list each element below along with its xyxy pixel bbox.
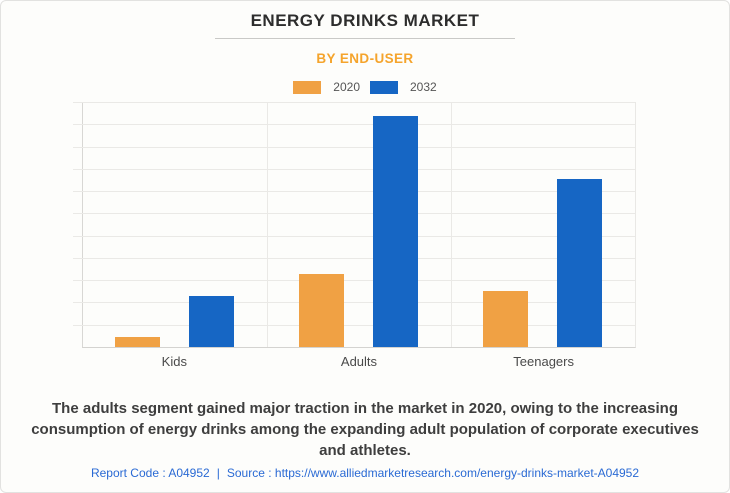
bar-group-adults xyxy=(267,102,451,347)
h-gridline xyxy=(73,235,635,237)
report-code: Report Code : A04952 xyxy=(90,466,210,480)
bar-2020-teenagers xyxy=(483,291,529,347)
legend-label-2032: 2032 xyxy=(410,80,437,94)
bar-group-teenagers xyxy=(451,102,635,347)
legend-swatch-2020 xyxy=(293,80,322,94)
title-divider xyxy=(215,38,515,39)
section-subtitle: BY END-USER xyxy=(316,51,414,66)
x-label-teenagers: Teenagers xyxy=(513,354,574,369)
v-gridline xyxy=(267,102,268,347)
footer: Report Code : A04952 | Source : https://ww… xyxy=(1,466,729,480)
plot-area xyxy=(73,102,636,348)
legend-label-2020: 2020 xyxy=(333,80,360,94)
legend-swatch-2032 xyxy=(370,80,398,94)
x-label-adults: Adults xyxy=(340,354,378,369)
h-gridline xyxy=(73,146,635,148)
caption: The adults segment gained major traction… xyxy=(31,400,699,459)
h-gridline xyxy=(73,324,635,326)
h-gridline xyxy=(73,213,635,215)
h-gridline xyxy=(73,302,635,304)
h-gridline xyxy=(73,168,635,170)
bar-2032-teenagers xyxy=(557,178,603,347)
v-gridline xyxy=(451,102,452,347)
footer-separator: | xyxy=(216,466,220,480)
h-gridline xyxy=(73,124,635,126)
h-gridline xyxy=(73,280,635,282)
h-gridline xyxy=(73,257,635,259)
bar-group-kids xyxy=(83,102,267,347)
legend-item-2020: 2020 xyxy=(293,80,360,94)
bar-2032-adults xyxy=(373,116,419,347)
bar-2020-adults xyxy=(299,273,345,347)
bar-2020-kids xyxy=(115,336,161,347)
x-axis-labels: Kids Adults Teenagers xyxy=(82,354,636,369)
page-title: ENERGY DRINKS MARKET xyxy=(250,11,480,30)
legend: 2020 2032 xyxy=(1,80,729,94)
legend-item-2032: 2032 xyxy=(370,80,437,94)
bar-2032-kids xyxy=(189,295,235,347)
h-gridline xyxy=(73,191,635,193)
h-gridline xyxy=(73,102,635,103)
x-label-kids: Kids xyxy=(161,354,187,369)
source-prefix: Source : xyxy=(226,466,272,480)
source-link[interactable]: https://www.alliedmarketresearch.com/ene… xyxy=(274,466,640,480)
